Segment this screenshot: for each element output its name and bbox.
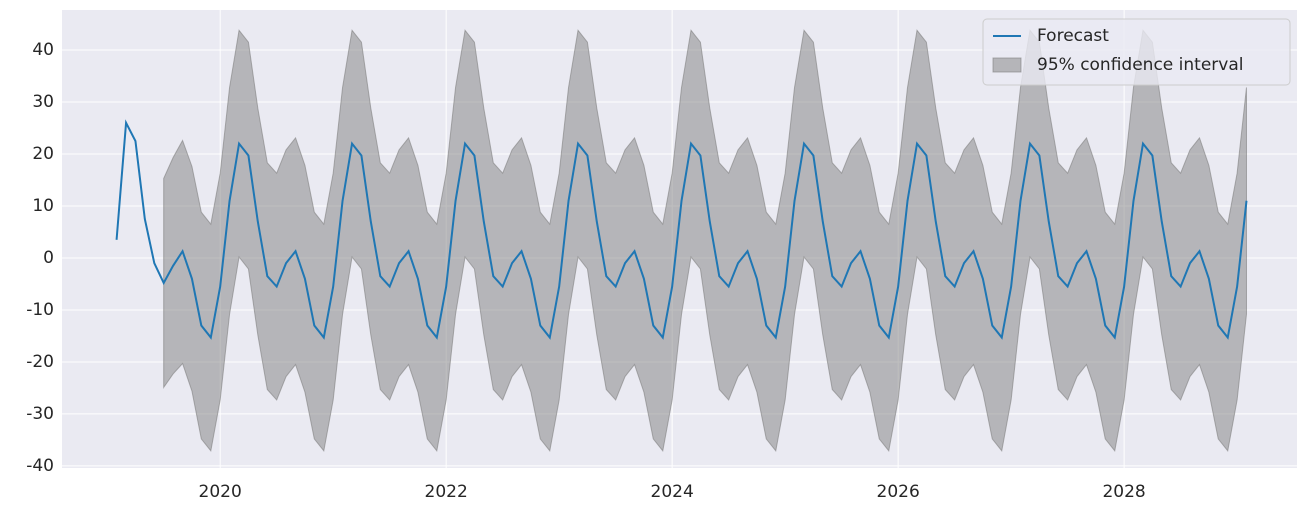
y-tick-label: -40 (26, 456, 54, 476)
y-tick-label: -10 (26, 300, 54, 320)
y-tick-label: 30 (32, 92, 54, 112)
y-tick-label: 20 (32, 144, 54, 164)
x-tick-label: 2028 (1102, 482, 1145, 502)
y-tick-label: -30 (26, 404, 54, 424)
y-tick-label: 40 (32, 40, 54, 60)
legend-box (982, 18, 1291, 86)
x-tick-label: 2020 (199, 482, 242, 502)
legend-label: 95% confidence interval (1037, 55, 1243, 75)
legend: Forecast 95% confidence interval (982, 18, 1291, 86)
y-tick-label: 10 (32, 196, 54, 216)
legend-swatch (992, 57, 1022, 73)
y-tick-label: 0 (43, 248, 54, 268)
x-tick-label: 2024 (651, 482, 694, 502)
legend-label: Forecast (1037, 26, 1109, 46)
x-tick-label: 2022 (425, 482, 468, 502)
forecast-line (115, 119, 1248, 340)
confidence-band (163, 29, 1247, 453)
x-tick-label: 2026 (877, 482, 920, 502)
y-tick-label: -20 (26, 352, 54, 372)
